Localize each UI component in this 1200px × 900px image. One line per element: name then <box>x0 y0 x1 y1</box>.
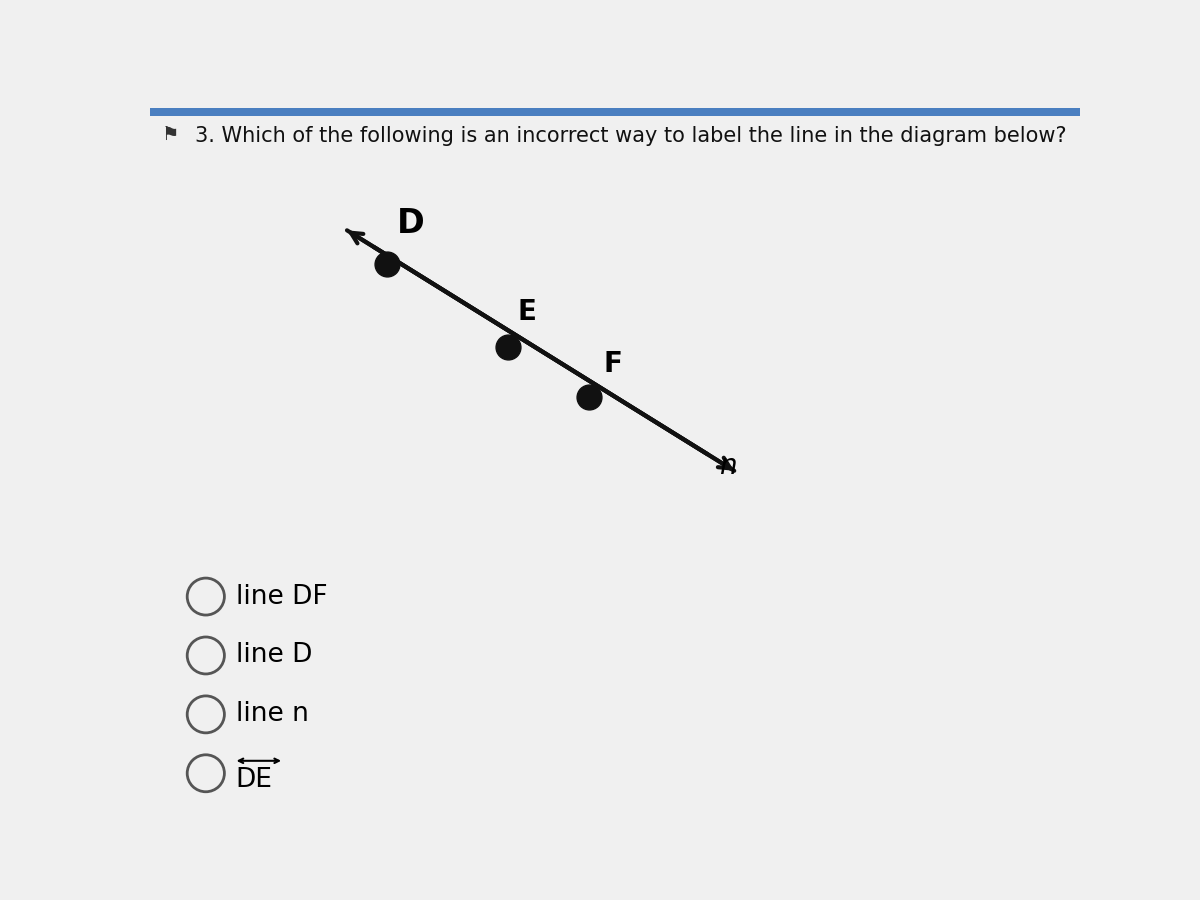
Bar <box>150 108 1080 116</box>
Point <box>378 256 397 271</box>
Text: E: E <box>517 298 536 327</box>
Text: D: D <box>396 207 425 239</box>
Text: line D: line D <box>235 643 312 669</box>
Text: ⚑: ⚑ <box>162 126 179 145</box>
Text: 3. Which of the following is an incorrect way to label the line in the diagram b: 3. Which of the following is an incorrec… <box>194 126 1067 146</box>
Text: line n: line n <box>235 701 308 727</box>
Point <box>498 340 517 355</box>
Text: n: n <box>719 453 737 481</box>
Point <box>580 390 599 404</box>
Text: F: F <box>604 350 623 378</box>
Text: DE: DE <box>235 767 272 793</box>
Text: line DF: line DF <box>235 583 328 609</box>
